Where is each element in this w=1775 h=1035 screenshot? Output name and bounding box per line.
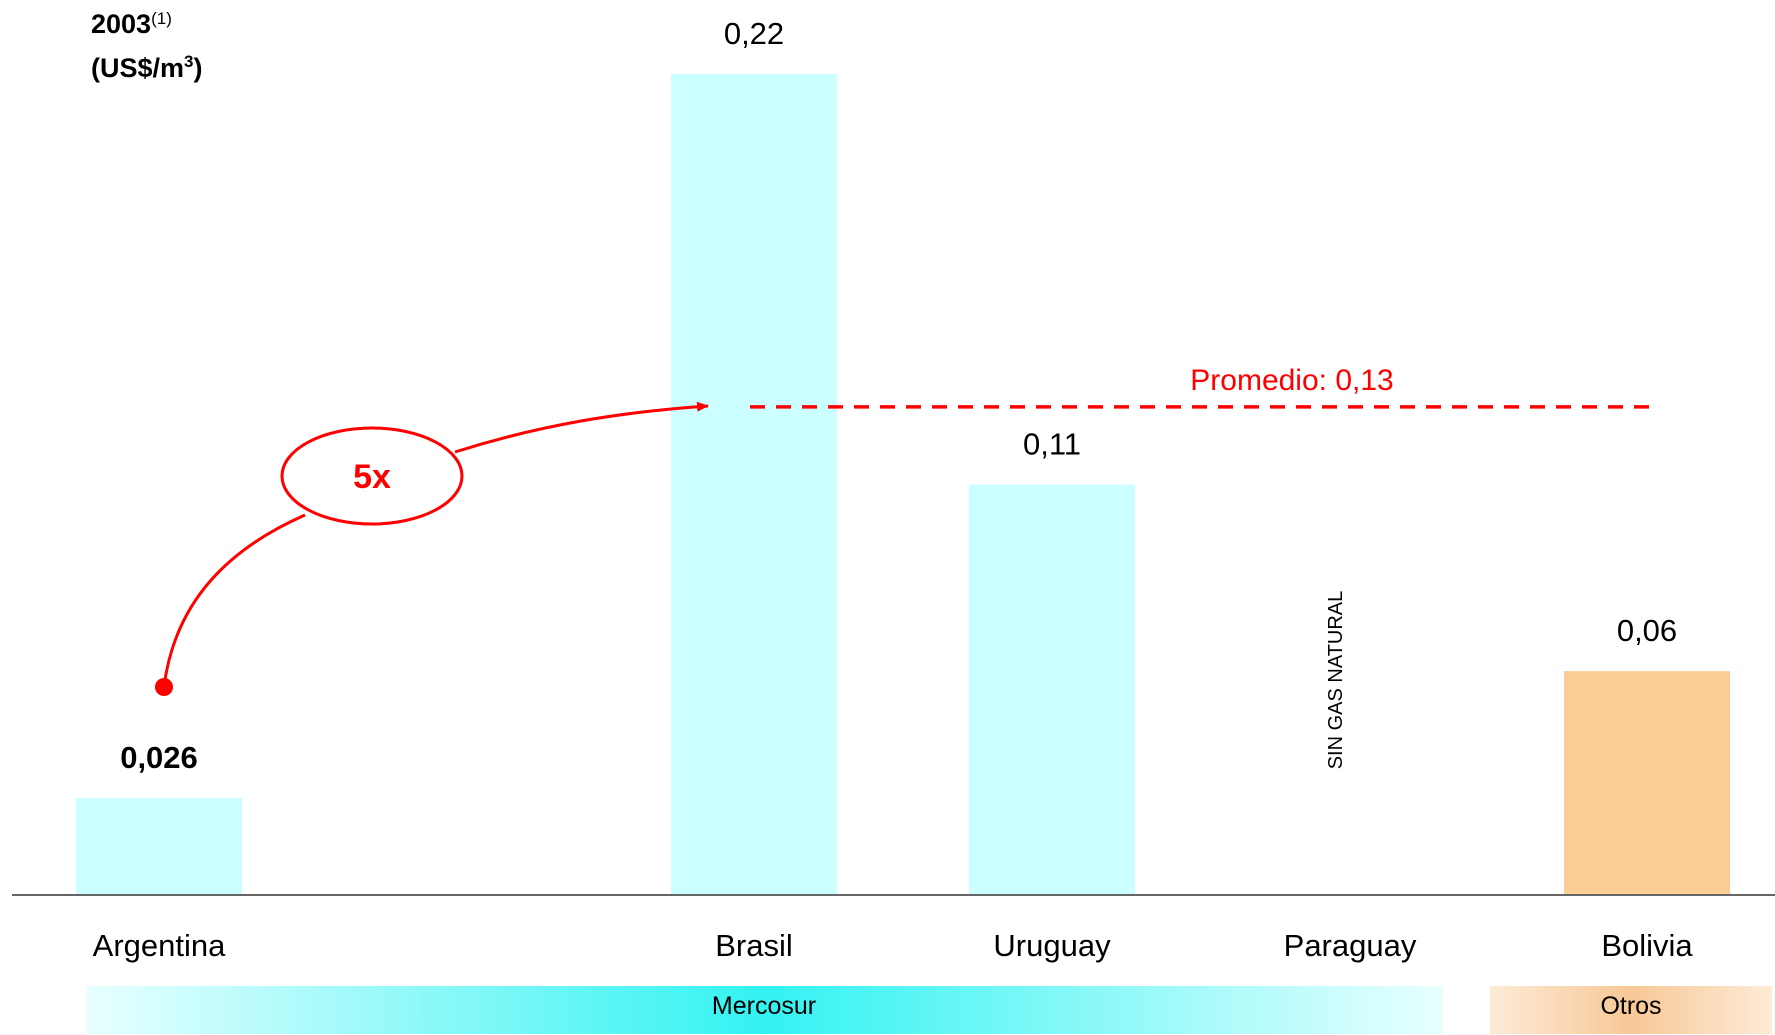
value-labels-group: 0,026 0,22 0,11 0,06	[120, 16, 1677, 775]
chart-unit: (US$/m3)	[91, 52, 203, 83]
category-label-uruguay: Uruguay	[993, 928, 1111, 963]
group-label-mercosur: Mercosur	[712, 992, 816, 1020]
unit-suffix: )	[194, 53, 203, 83]
category-label-argentina: Argentina	[93, 928, 226, 963]
no-data-note: SIN GAS NATURAL	[1325, 591, 1347, 770]
category-label-bolivia: Bolivia	[1601, 928, 1693, 963]
category-labels-group: Argentina Brasil Uruguay Paraguay Bolivia	[93, 928, 1694, 963]
bar-brasil	[671, 74, 837, 895]
category-label-paraguay: Paraguay	[1284, 928, 1417, 963]
annotation-ellipse	[280, 426, 464, 526]
annotation-origin-dot	[155, 678, 173, 696]
annotation-label: 5x	[353, 458, 391, 496]
bar-argentina	[76, 797, 242, 895]
title-year: 2003	[91, 9, 151, 39]
value-label-bolivia: 0,06	[1617, 613, 1677, 648]
value-label-uruguay: 0,11	[1023, 427, 1081, 462]
value-label-brasil: 0,22	[724, 16, 784, 51]
unit-exponent: 3	[184, 52, 193, 71]
title-footnote: (1)	[151, 9, 172, 28]
chart-title: 2003(1)	[91, 9, 172, 39]
group-label-otros: Otros	[1600, 992, 1661, 1020]
bar-uruguay	[969, 484, 1135, 895]
group-band-otros	[1490, 986, 1772, 1034]
category-label-brasil: Brasil	[715, 928, 793, 963]
average-label: Promedio: 0,13	[1190, 364, 1393, 397]
value-label-argentina: 0,026	[120, 740, 198, 775]
group-band-mercosur	[86, 986, 1443, 1034]
bars-group	[76, 74, 1730, 895]
bar-bolivia	[1564, 671, 1730, 895]
unit-prefix: (US$/m	[91, 53, 184, 83]
annotation-arrow	[162, 406, 708, 688]
